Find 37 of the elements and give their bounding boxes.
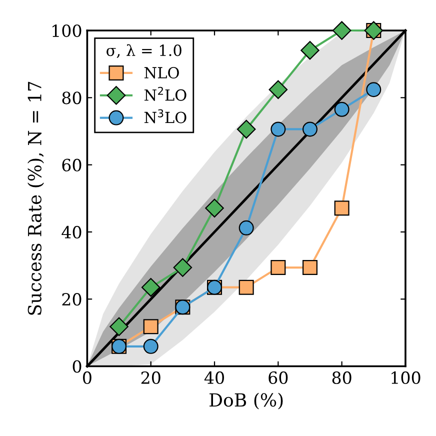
- point: [300, 40, 320, 60]
- point: [302, 260, 318, 276]
- point: [236, 120, 256, 139]
- x-tick-label: 20: [141, 371, 160, 384]
- point: [143, 338, 158, 354]
- point: [334, 200, 350, 216]
- legend-title: σ, λ = 1.0: [106, 44, 182, 58]
- point: [143, 319, 158, 334]
- point: [238, 280, 254, 295]
- legend-label: N$^{2}$LO: [144, 86, 186, 101]
- x-tick-label: 0: [82, 371, 92, 384]
- y-tick-label: 40: [62, 226, 82, 239]
- point: [238, 220, 254, 236]
- legend-label: NLO: [144, 66, 179, 79]
- x-tick-label: 60: [268, 371, 288, 384]
- x-axis-title: DoB (%): [210, 392, 283, 410]
- point: [332, 21, 352, 40]
- point: [334, 102, 350, 117]
- point: [268, 80, 288, 99]
- y-tick-label: 80: [62, 92, 82, 104]
- point: [141, 278, 160, 297]
- legend-label: N$^{3}$LO: [144, 109, 186, 124]
- point: [205, 198, 224, 218]
- x-tick-label: 80: [332, 371, 352, 384]
- point: [110, 317, 128, 336]
- x-tick-label: 100: [392, 371, 420, 384]
- y-tick-label: 100: [52, 24, 82, 38]
- x-tick-label: 40: [204, 371, 224, 384]
- y-tick-label: 0: [72, 360, 82, 373]
- y-tick-label: 60: [62, 158, 82, 172]
- point: [270, 260, 286, 276]
- point: [270, 122, 286, 137]
- point: [302, 122, 318, 137]
- y-axis-title: Success Rate (%), N = 17: [27, 82, 44, 315]
- y-tick-label: 20: [62, 293, 82, 306]
- point: [173, 258, 192, 277]
- point: [366, 82, 382, 98]
